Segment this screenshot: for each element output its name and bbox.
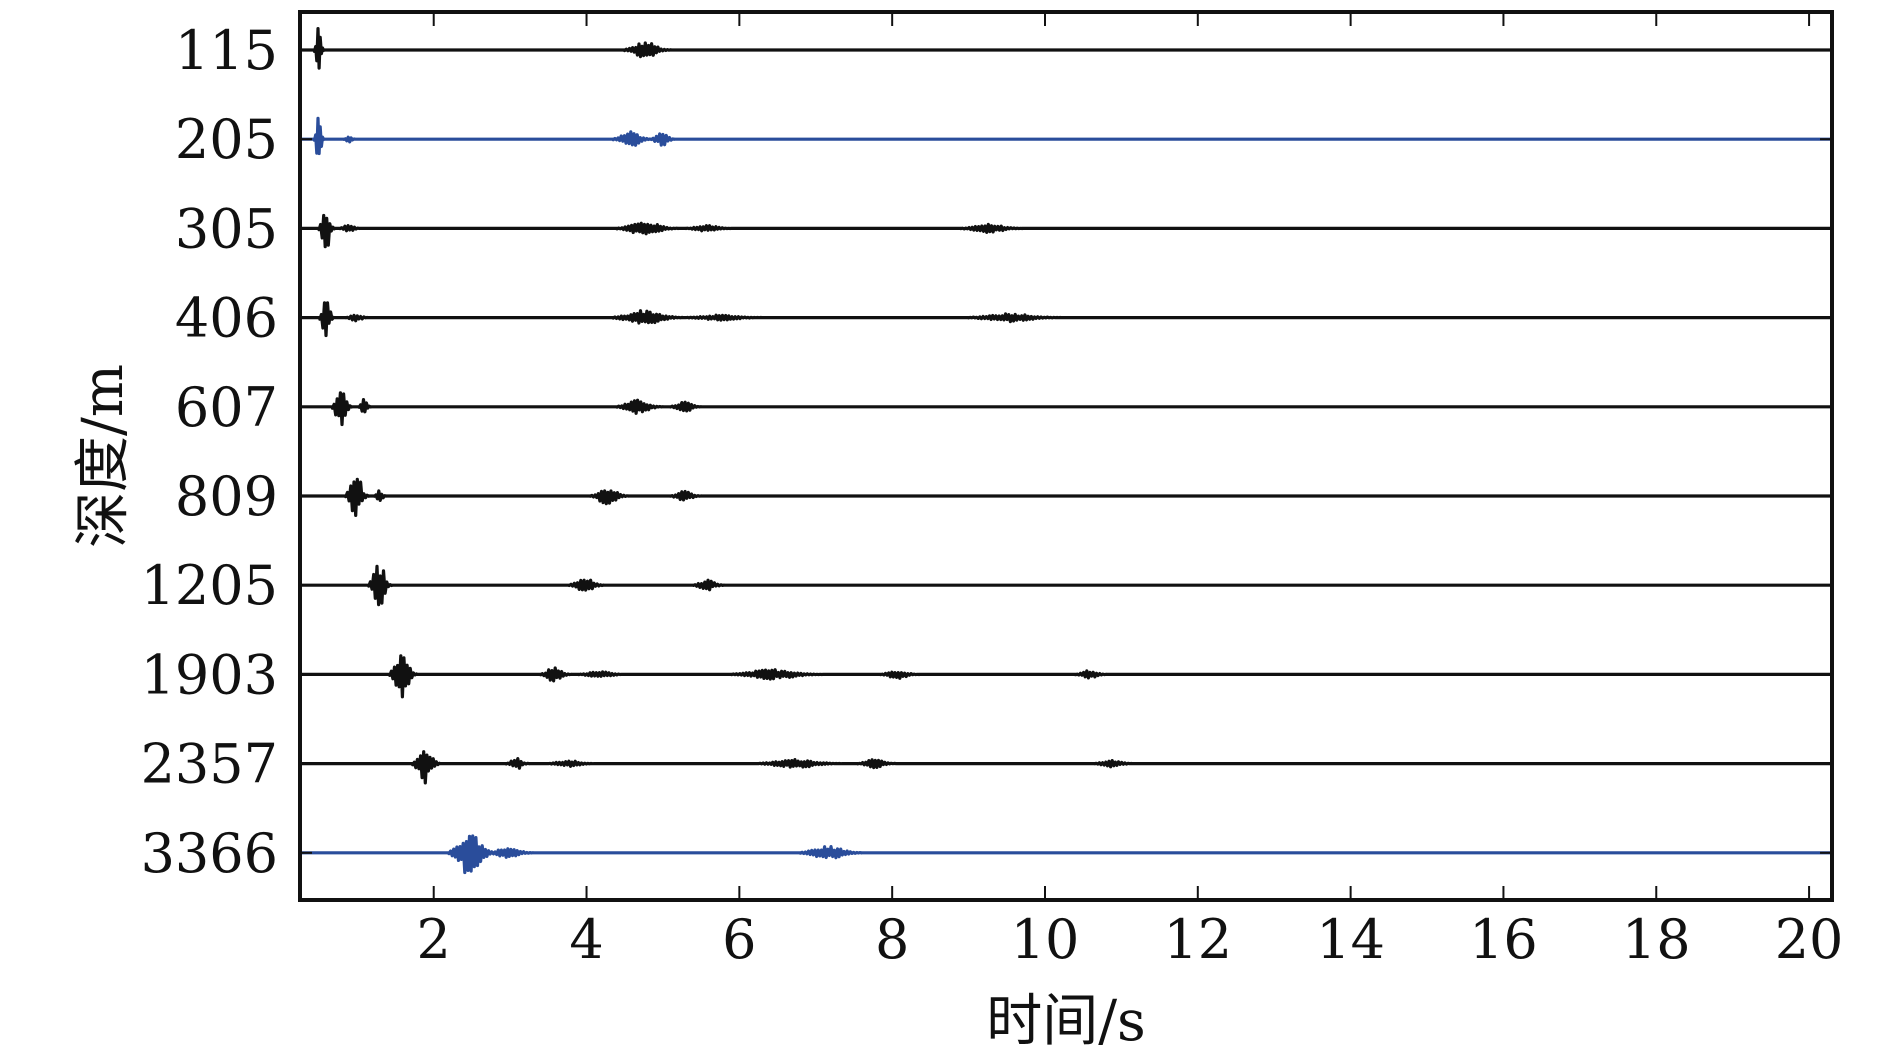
x-axis-label: 时间/s [986, 989, 1146, 1054]
y-tick-label: 205 [175, 108, 278, 171]
y-tick-label: 607 [175, 376, 278, 439]
x-tick-label: 6 [722, 908, 756, 971]
y-tick-label: 809 [175, 465, 278, 528]
trace-line [300, 301, 1832, 338]
trace-line [300, 116, 1832, 156]
x-tick-label: 16 [1469, 908, 1538, 971]
traces-group [300, 27, 1832, 875]
trace-line [300, 391, 1832, 427]
trace-line [300, 213, 1832, 249]
x-tick-label: 8 [875, 908, 909, 971]
y-tick-label: 115 [175, 19, 278, 82]
trace-line [300, 750, 1832, 785]
y-tick-label: 1903 [141, 643, 278, 706]
y-tick-label: 2357 [141, 733, 278, 796]
y-tick-label: 1205 [141, 554, 278, 617]
plot-frame [298, 10, 1834, 902]
y-tick-label: 3366 [141, 822, 278, 885]
trace-line [300, 654, 1832, 699]
ticks-group [300, 12, 1832, 900]
trace-line [300, 564, 1832, 607]
x-tick-label: 2 [417, 908, 451, 971]
trace-line [300, 834, 1832, 875]
x-tick-label: 12 [1163, 908, 1232, 971]
x-tick-labels: 2 4 6 8 10 12 14 16 18 20 [417, 908, 1844, 971]
x-tick-label: 4 [569, 908, 603, 971]
x-tick-label: 18 [1622, 908, 1691, 971]
y-axis-label: 深度/m [71, 364, 136, 548]
trace-line [300, 27, 1832, 70]
x-tick-label: 14 [1316, 908, 1385, 971]
y-tick-label: 305 [175, 197, 278, 260]
trace-line [300, 477, 1832, 517]
x-tick-label: 10 [1011, 908, 1080, 971]
y-tick-label: 406 [175, 287, 278, 350]
y-tick-labels: 115 205 305 406 607 809 1205 1903 2357 3366 [141, 19, 278, 885]
x-tick-label: 20 [1775, 908, 1844, 971]
